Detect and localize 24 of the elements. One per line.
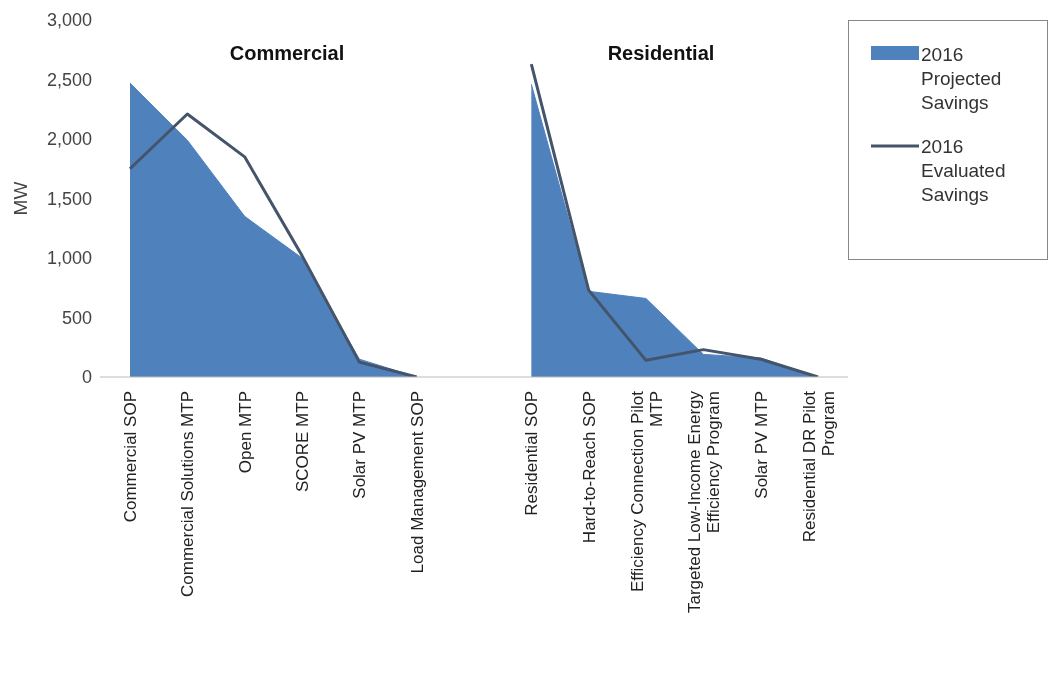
- y-tick-label: 1,000: [46, 248, 92, 269]
- x-tick-label: Hard-to-Reach SOP: [579, 391, 599, 544]
- y-tick-label: 500: [61, 307, 92, 328]
- x-tick-label: Residential DR Pilot Program: [799, 390, 838, 543]
- legend-label: 2016 Projected Savings: [921, 43, 1003, 115]
- x-tick-label: Open MTP: [235, 391, 255, 474]
- x-tick-label: Targeted Low-Income Energy Efficiency Program: [684, 390, 723, 614]
- x-tick-label: SCORE MTP: [293, 391, 312, 493]
- annotation: Commercial: [229, 42, 345, 64]
- x-tick-label: Solar PV MTP: [751, 391, 771, 499]
- y-tick-label: 2,500: [46, 69, 92, 90]
- y-tick-label: 3,000: [46, 10, 92, 31]
- x-tick-label: Commercial Solutions MTP: [178, 391, 198, 597]
- legend-label: 2016 Evaluated Savings: [921, 135, 1007, 207]
- y-tick-label: 2,000: [46, 129, 92, 150]
- x-tick-label: Load Management SOP: [407, 391, 427, 574]
- annotation: Residential: [607, 42, 715, 64]
- x-tick-label: Residential SOP: [522, 391, 542, 516]
- y-tick-label: 1,500: [46, 188, 92, 209]
- x-tick-label: Commercial SOP: [121, 391, 140, 523]
- y-axis-title: MW: [9, 181, 31, 216]
- x-tick-label: Efficiency Connection Pilot MTP: [627, 390, 666, 592]
- x-tick-label: Solar PV MTP: [350, 391, 370, 499]
- y-tick-label: 0: [81, 367, 92, 388]
